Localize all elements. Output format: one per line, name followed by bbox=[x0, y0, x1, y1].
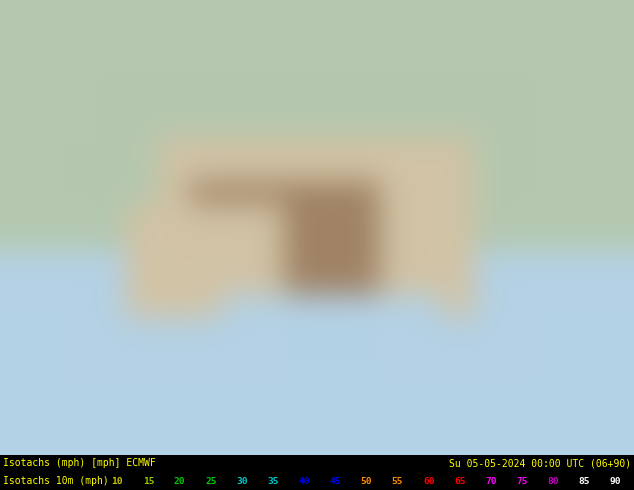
Text: 35: 35 bbox=[268, 477, 279, 486]
Text: 40: 40 bbox=[299, 477, 310, 486]
Text: 90: 90 bbox=[610, 477, 621, 486]
Text: 75: 75 bbox=[516, 477, 527, 486]
Text: 60: 60 bbox=[423, 477, 434, 486]
Text: 50: 50 bbox=[361, 477, 372, 486]
Text: 15: 15 bbox=[143, 477, 154, 486]
Text: 55: 55 bbox=[392, 477, 403, 486]
Text: Isotachs 10m (mph): Isotachs 10m (mph) bbox=[3, 476, 109, 486]
Text: Su 05-05-2024 00:00 UTC (06+90): Su 05-05-2024 00:00 UTC (06+90) bbox=[449, 458, 631, 468]
Text: Isotachs (mph) [mph] ECMWF: Isotachs (mph) [mph] ECMWF bbox=[3, 458, 156, 468]
Text: 85: 85 bbox=[579, 477, 590, 486]
Text: 65: 65 bbox=[454, 477, 465, 486]
Text: 70: 70 bbox=[485, 477, 496, 486]
Text: 25: 25 bbox=[205, 477, 216, 486]
Text: 45: 45 bbox=[330, 477, 341, 486]
Text: 30: 30 bbox=[236, 477, 248, 486]
Text: 20: 20 bbox=[174, 477, 185, 486]
Text: 80: 80 bbox=[547, 477, 559, 486]
Text: 10: 10 bbox=[112, 477, 123, 486]
